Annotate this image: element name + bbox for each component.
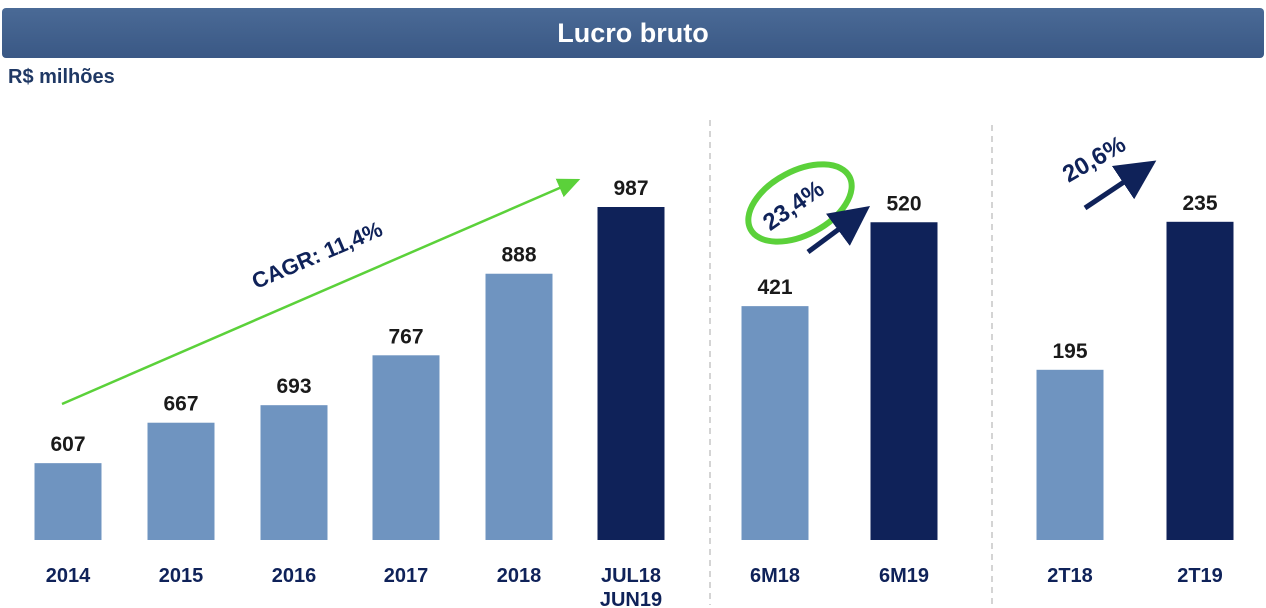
label-line: 2T18 (1047, 565, 1093, 587)
data-label: 667 (163, 393, 198, 416)
bar (372, 355, 440, 540)
x-tick-label: JUL18 JUN19 (600, 565, 662, 608)
label-line: 2018 (497, 565, 542, 587)
growth-arrow (806, 206, 871, 255)
label-line: 6M18 (750, 565, 800, 587)
x-tick-label: 2T18 (1047, 565, 1093, 587)
x-tick-label: 2015 (159, 565, 204, 587)
label-line: 6M19 (879, 565, 929, 587)
x-tick-label: 2T19 (1177, 565, 1223, 587)
label-line: 2014 (46, 565, 91, 587)
subtitle: R$ milhões (8, 66, 115, 88)
data-label: 607 (50, 433, 85, 456)
x-tick-label: 2017 (384, 565, 429, 587)
bar (34, 463, 102, 540)
data-label: 693 (276, 375, 311, 398)
bar (147, 422, 215, 540)
bar (741, 306, 809, 540)
bar (260, 405, 328, 540)
title-bar (2, 8, 1264, 58)
label-line: 2016 (272, 565, 317, 587)
cagr-arrow (61, 178, 581, 406)
label-line: 2015 (159, 565, 204, 587)
data-label: 987 (613, 177, 648, 200)
highlight-ring (745, 161, 855, 245)
bar (1166, 221, 1234, 541)
x-tick-label: 2018 (497, 565, 542, 587)
bar (485, 273, 553, 540)
data-label: 235 (1182, 192, 1217, 215)
data-label: 195 (1052, 340, 1087, 363)
label-line: JUL18 (601, 565, 661, 587)
data-label: 767 (388, 325, 423, 348)
chart-title: Lucro bruto (557, 18, 708, 48)
x-tick-label: 6M18 (750, 565, 800, 587)
x-tick-label: 2014 (46, 565, 91, 587)
label-line: 2017 (384, 565, 429, 587)
data-label: 888 (501, 244, 536, 267)
x-tick-label: 6M19 (879, 565, 929, 587)
annotation: CAGR: 11,4% (248, 216, 386, 293)
bar (597, 207, 665, 540)
x-tick-label: 2016 (272, 565, 317, 587)
data-label: 520 (886, 192, 921, 215)
data-label: 421 (757, 276, 792, 299)
annotation: 20,6% (1058, 131, 1130, 188)
label-line: JUN19 (600, 589, 662, 608)
bar (870, 222, 938, 541)
label-line: 2T19 (1177, 565, 1223, 587)
growth-arrow (1083, 160, 1157, 211)
bar (1036, 369, 1104, 540)
